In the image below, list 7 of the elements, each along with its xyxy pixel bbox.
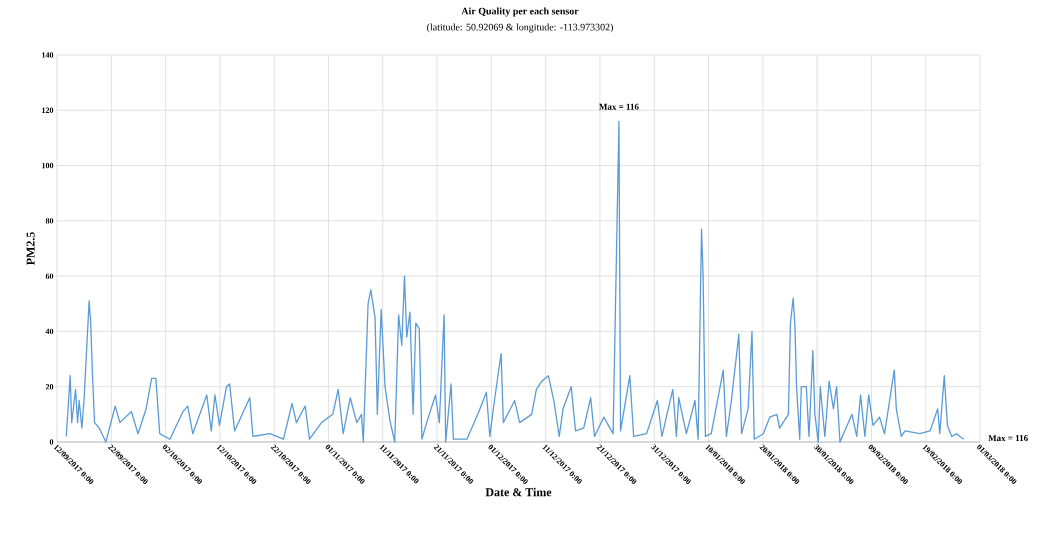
chart-title: Air Quality per each sensor (461, 7, 579, 17)
x-axis-title: Date & Time (485, 487, 552, 497)
text: Max = 116 (988, 435, 1028, 442)
line-series (65, 120, 965, 443)
chart-subtitle: (latitude: 50.92069 & longitude: -113.973302) (427, 23, 613, 33)
annotation: Max = 116 (599, 103, 639, 110)
y-axis-title: PM2.5 (26, 232, 35, 266)
